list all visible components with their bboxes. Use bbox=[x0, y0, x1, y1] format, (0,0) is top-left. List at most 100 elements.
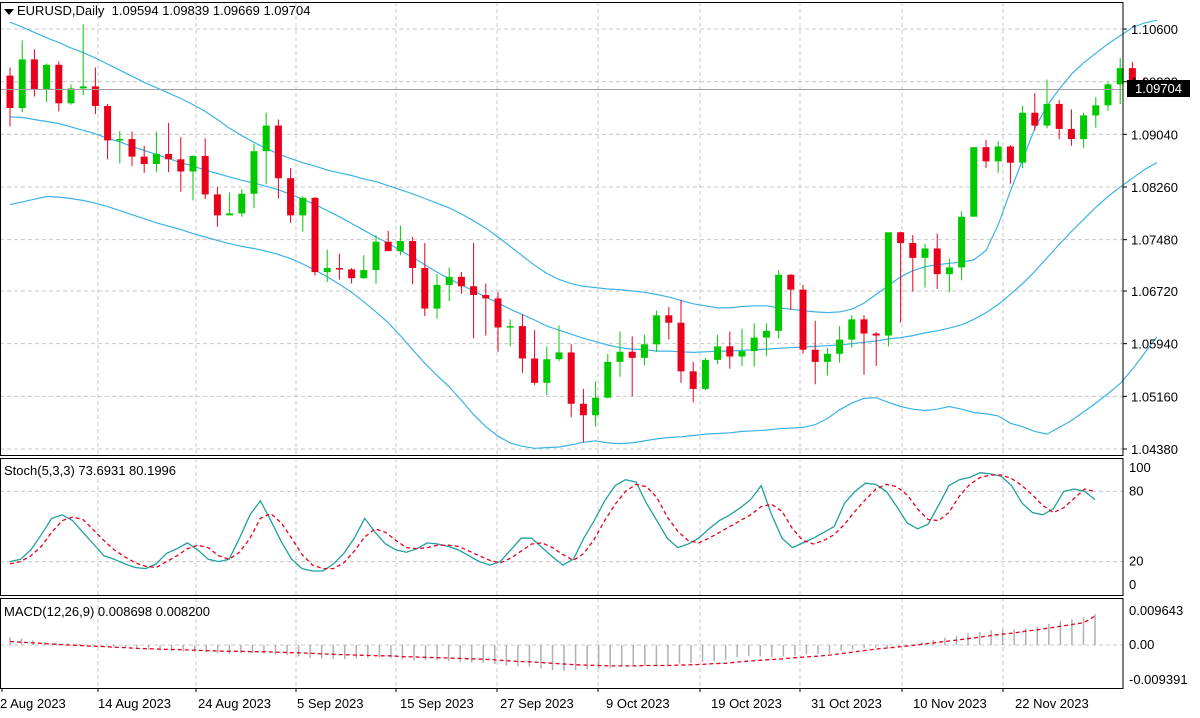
candle-body bbox=[79, 86, 87, 89]
date-tick-label: 15 Sep 2023 bbox=[400, 696, 474, 711]
candle-body bbox=[604, 361, 612, 398]
candle-body bbox=[30, 59, 38, 90]
macd-panel: 0.009643 0.00 -0.009391 bbox=[0, 603, 1188, 687]
date-tick-label: 24 Aug 2023 bbox=[198, 696, 271, 711]
candle-body bbox=[775, 274, 783, 331]
candle-body bbox=[323, 268, 331, 273]
candle-body bbox=[579, 403, 587, 416]
candle-body bbox=[1128, 68, 1136, 83]
price-tick-label: 1.05940 bbox=[1131, 337, 1178, 352]
candle-body bbox=[750, 337, 758, 352]
candle-body bbox=[177, 159, 185, 172]
stoch-main-line bbox=[9, 472, 1096, 572]
candle-body bbox=[738, 351, 746, 357]
candle-body bbox=[6, 75, 14, 109]
candle-body bbox=[433, 284, 441, 309]
candle-body bbox=[335, 268, 343, 270]
candle-body bbox=[470, 286, 478, 296]
candle-body bbox=[238, 193, 246, 214]
date-tick-label: 19 Oct 2023 bbox=[711, 696, 782, 711]
candle-body bbox=[226, 213, 234, 216]
candle-body bbox=[836, 339, 844, 354]
panel-border bbox=[0, 598, 1124, 689]
candle-body bbox=[128, 139, 136, 157]
candle-body bbox=[897, 232, 905, 244]
stoch-header: Stoch(5,3,3) 73.6931 80.1996 bbox=[4, 463, 177, 478]
candle-body bbox=[91, 86, 99, 106]
candle-body bbox=[628, 351, 636, 358]
panel-border bbox=[0, 458, 1124, 596]
candle-body bbox=[689, 371, 697, 389]
candle-body bbox=[201, 155, 209, 195]
candle-body bbox=[701, 359, 709, 389]
macd-tick-label: 0.00 bbox=[1129, 637, 1154, 652]
time-axis: 2 Aug 2023 14 Aug 2023 24 Aug 2023 5 Sep 20… bbox=[0, 688, 1089, 711]
candle-body bbox=[1116, 68, 1124, 85]
dropdown-arrow-icon[interactable] bbox=[4, 8, 14, 15]
date-tick-label: 14 Aug 2023 bbox=[98, 696, 171, 711]
candle-body bbox=[311, 197, 319, 273]
candle-body bbox=[18, 59, 26, 109]
candle-body bbox=[262, 125, 270, 152]
candle-body bbox=[421, 268, 429, 309]
candle-body bbox=[823, 353, 831, 362]
candle-body bbox=[494, 298, 502, 328]
candle-body bbox=[762, 330, 770, 338]
macd-tick-label: -0.009391 bbox=[1129, 672, 1188, 687]
candle-body bbox=[848, 319, 856, 340]
candle-body bbox=[909, 243, 917, 258]
grid-lines bbox=[0, 2, 1123, 688]
panel-border bbox=[0, 2, 1124, 456]
date-tick-label: 10 Nov 2023 bbox=[913, 696, 987, 711]
candle-body bbox=[482, 295, 490, 299]
date-tick-label: 5 Sep 2023 bbox=[297, 696, 364, 711]
candle-body bbox=[994, 146, 1002, 162]
candle-body bbox=[1080, 115, 1088, 140]
candle-body bbox=[152, 153, 160, 165]
candle-body bbox=[799, 289, 807, 350]
candle-body bbox=[543, 359, 551, 383]
candle-body bbox=[1092, 105, 1100, 116]
candle-body bbox=[396, 241, 404, 252]
candle-body bbox=[165, 153, 173, 160]
ohlc-values: 1.09594 1.09839 1.09669 1.09704 bbox=[111, 3, 311, 18]
candle-body bbox=[714, 346, 722, 360]
date-tick-label: 2 Aug 2023 bbox=[0, 696, 66, 711]
last-price-tag: 1.09704 bbox=[1127, 80, 1190, 97]
candle-body bbox=[445, 276, 453, 285]
candle-body bbox=[274, 125, 282, 179]
candle-body bbox=[555, 352, 563, 360]
stochastic-panel: 100 80 20 0 bbox=[0, 460, 1151, 592]
candle-body bbox=[958, 216, 966, 268]
candle-body bbox=[213, 194, 221, 216]
candle-body bbox=[653, 315, 661, 345]
macd-signal-line bbox=[9, 615, 1096, 667]
candle-body bbox=[43, 64, 51, 90]
candle-body bbox=[665, 315, 673, 323]
candle-body bbox=[140, 156, 148, 165]
candle-body bbox=[884, 232, 892, 336]
stoch-tick-label: 80 bbox=[1129, 483, 1143, 498]
candle-body bbox=[592, 397, 600, 416]
candle-body bbox=[372, 241, 380, 271]
candle-body bbox=[1006, 146, 1014, 163]
macd-header: MACD(12,26,9) 0.008698 0.008200 bbox=[4, 604, 210, 619]
candle-body bbox=[67, 88, 75, 104]
price-tick-label: 1.04380 bbox=[1131, 442, 1178, 457]
candle-body bbox=[457, 276, 465, 287]
candle-body bbox=[384, 241, 392, 252]
macd-tick-label: 0.009643 bbox=[1129, 603, 1183, 618]
candle-body bbox=[921, 248, 929, 258]
price-axis: 1.106001.098201.090401.082601.074801.067… bbox=[0, 22, 1178, 457]
stoch-tick-label: 0 bbox=[1129, 577, 1136, 592]
candle-body bbox=[982, 147, 990, 162]
candle-body bbox=[933, 248, 941, 275]
candle-body bbox=[104, 105, 112, 141]
candle-body bbox=[640, 344, 648, 358]
price-tick-label: 1.05160 bbox=[1131, 389, 1178, 404]
price-tick-label: 1.07480 bbox=[1131, 233, 1178, 248]
chart-header: EURUSD,Daily 1.09594 1.09839 1.09669 1.0… bbox=[4, 3, 310, 18]
candle-body bbox=[1067, 128, 1075, 140]
bollinger-mid-line bbox=[9, 116, 1158, 354]
